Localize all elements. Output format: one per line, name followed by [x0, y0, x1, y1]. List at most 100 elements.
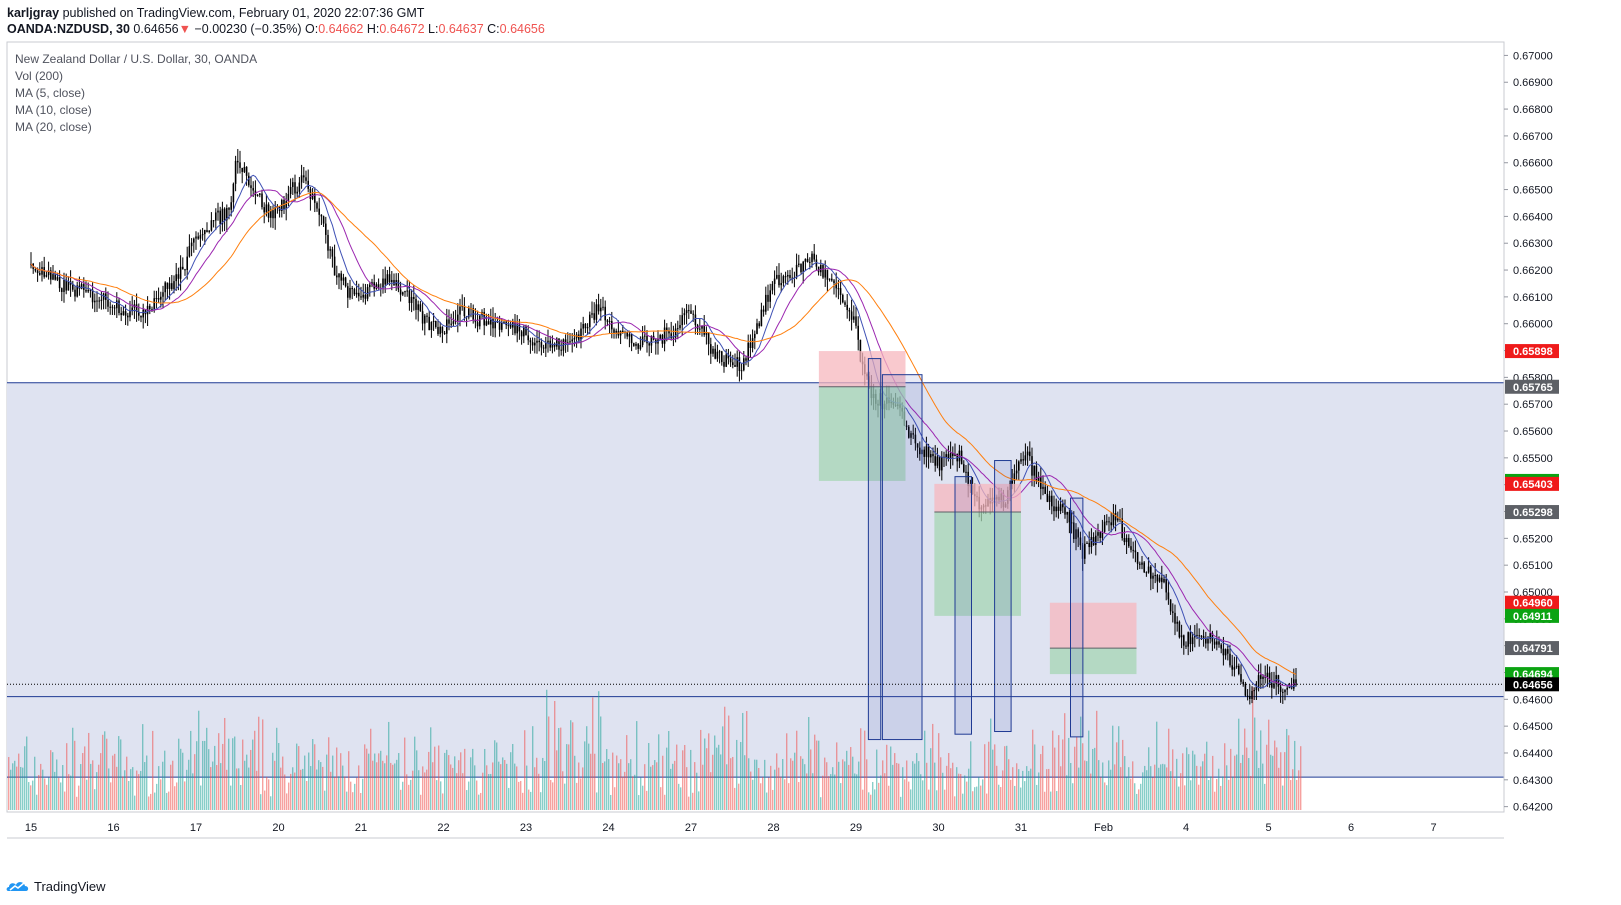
volume-bar — [760, 783, 762, 810]
volume-bar — [982, 779, 984, 810]
x-tick-label: 15 — [25, 822, 37, 834]
price-tag-label: 0.65898 — [1513, 346, 1553, 358]
candle-body — [78, 285, 81, 289]
candle-body — [681, 315, 683, 326]
volume-bar — [1048, 768, 1050, 810]
volume-bar — [998, 784, 1000, 810]
volume-bar — [448, 755, 450, 810]
volume-bar — [932, 723, 934, 810]
y-tick-label: 0.66800 — [1513, 104, 1553, 116]
candle-body — [144, 309, 147, 315]
volume-bar — [1102, 762, 1104, 810]
volume-bar — [1218, 768, 1220, 810]
volume-bar — [124, 770, 126, 810]
legend-ma5[interactable]: MA (5, close) — [15, 86, 86, 100]
volume-bar — [476, 780, 478, 810]
volume-bar — [984, 744, 986, 810]
y-tick-label: 0.64300 — [1513, 775, 1553, 787]
candle-body — [584, 323, 587, 329]
volume-bar — [1010, 779, 1012, 810]
volume-bar — [590, 753, 592, 810]
legend-ma10[interactable]: MA (10, close) — [15, 103, 92, 117]
candle-body — [1086, 542, 1088, 544]
legend-ma20[interactable]: MA (20, close) — [15, 120, 92, 134]
volume-bar — [38, 774, 40, 810]
candle-body — [1136, 552, 1139, 564]
candle-body — [386, 274, 389, 285]
candle-body — [813, 253, 815, 260]
volume-bar — [678, 783, 680, 810]
volume-bar — [1282, 785, 1284, 810]
tradingview-logo[interactable]: TradingView — [6, 876, 106, 896]
volume-bar — [428, 751, 430, 810]
volume-bar — [188, 759, 190, 810]
volume-bar — [394, 763, 396, 810]
candle-body — [111, 306, 114, 308]
candle-body — [358, 292, 360, 297]
candle-body — [791, 277, 793, 279]
volume-bar — [912, 761, 914, 810]
candle-body — [589, 314, 591, 328]
candle-body — [157, 298, 160, 300]
volume-bar — [846, 750, 848, 810]
y-tick-label: 0.66700 — [1513, 131, 1553, 143]
volume-bar — [596, 792, 598, 810]
volume-bar — [176, 782, 178, 810]
volume-bar — [714, 735, 716, 810]
volume-bar — [1170, 771, 1172, 810]
volume-bar — [704, 738, 706, 810]
y-tick-label: 0.66300 — [1513, 238, 1553, 250]
volume-bar — [806, 773, 808, 810]
volume-bar — [1228, 779, 1230, 810]
author-name[interactable]: karljgray — [7, 6, 60, 20]
candle-body — [397, 280, 400, 290]
volume-bar — [712, 754, 714, 810]
candle-body — [767, 294, 769, 302]
volume-bar — [834, 774, 836, 810]
candle-body — [102, 293, 105, 300]
volume-bar — [488, 774, 490, 810]
volume-bar — [1166, 767, 1168, 810]
volume-bar — [964, 775, 966, 810]
volume-bar — [288, 782, 290, 810]
volume-bar — [618, 763, 620, 810]
candle-body — [298, 182, 301, 192]
candle-body — [175, 274, 177, 282]
volume-bar — [422, 766, 424, 810]
candle-body — [333, 256, 336, 276]
volume-bar — [1004, 746, 1006, 810]
volume-bar — [756, 759, 758, 810]
volume-bar — [1256, 750, 1258, 810]
volume-bar — [574, 755, 576, 810]
y-tick-label: 0.64500 — [1513, 721, 1553, 733]
volume-bar — [986, 793, 988, 810]
volume-bar — [504, 760, 506, 810]
candle-body — [118, 300, 120, 314]
volume-bar — [1148, 747, 1150, 810]
volume-bar — [334, 777, 336, 810]
candle-body — [527, 335, 529, 341]
volume-bar — [434, 746, 436, 810]
x-tick-label: 4 — [1183, 822, 1189, 834]
legend-vol[interactable]: Vol (200) — [15, 69, 64, 83]
candle-body — [690, 310, 692, 314]
candle-body — [705, 332, 708, 335]
candle-body — [1268, 672, 1271, 684]
candle-body — [74, 289, 76, 297]
candle-body — [1048, 495, 1051, 502]
candle-body — [685, 310, 688, 314]
volume-bar — [168, 791, 170, 810]
candle-body — [947, 454, 950, 459]
volume-bar — [1196, 765, 1198, 810]
candle-body — [135, 304, 138, 312]
volume-bar — [882, 760, 884, 810]
candle-body — [463, 305, 466, 317]
volume-bar — [252, 739, 254, 810]
candle-body — [723, 361, 725, 367]
candle-body — [773, 278, 776, 284]
volume-bar — [660, 787, 662, 810]
candle-body — [606, 320, 609, 322]
y-tick-label: 0.64200 — [1513, 802, 1553, 814]
candle-body — [721, 351, 723, 362]
